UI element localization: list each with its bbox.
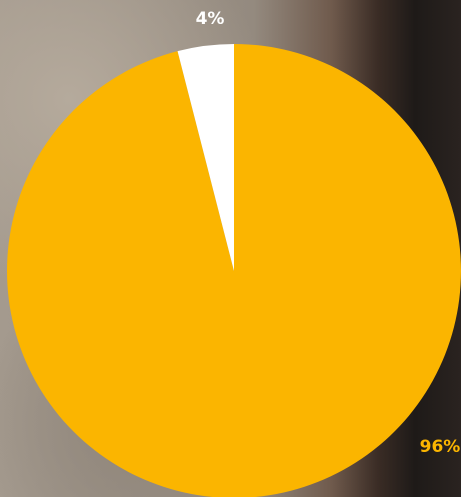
screen: 96% 4% (0, 0, 461, 497)
value-label: 96% (420, 437, 461, 457)
chart: 96% 4% (0, 0, 461, 497)
value-label: 4% (196, 9, 225, 29)
